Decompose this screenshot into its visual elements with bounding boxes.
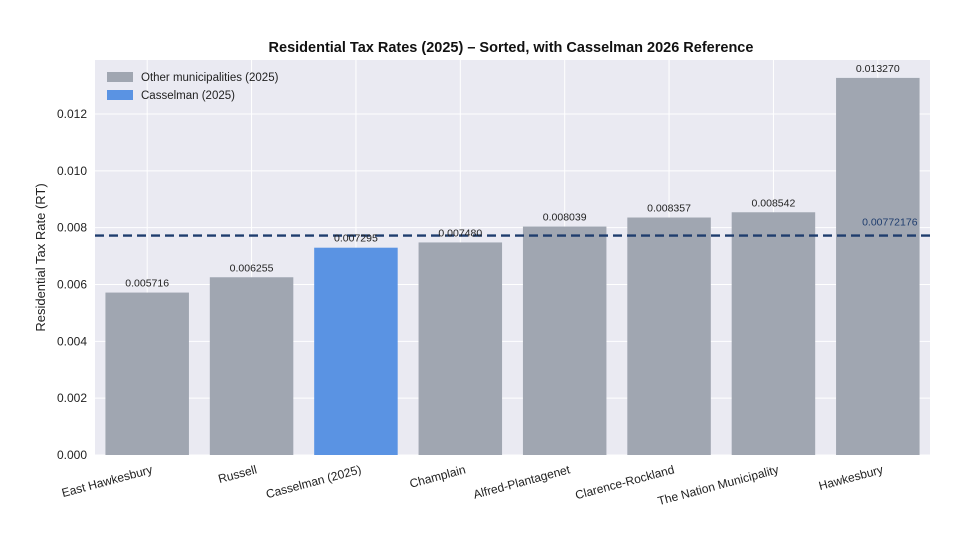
- bar-value-label: 0.013270: [856, 63, 900, 75]
- y-tick-label: 0.000: [57, 448, 87, 462]
- value-labels: 0.005716 0.006255 0.007295 0.007480 0.008039…: [125, 63, 900, 290]
- y-axis-ticks: 0.000 0.002 0.004 0.006 0.008 0.010 0.012: [57, 107, 87, 462]
- x-tick-label: Champlain: [408, 462, 467, 490]
- x-axis-labels: East Hawkesbury Russell Casselman (2025) Ch…: [60, 462, 884, 508]
- legend-swatch: [107, 90, 133, 100]
- bar: [314, 247, 398, 455]
- x-tick-label: East Hawkesbury: [60, 462, 154, 500]
- chart-title: Residential Tax Rates (2025) – Sorted, w…: [269, 40, 754, 56]
- y-tick-label: 0.002: [57, 391, 87, 405]
- reference-line-label: 0.00772176: [862, 217, 918, 229]
- bar: [627, 217, 711, 455]
- legend-swatch: [107, 72, 133, 82]
- legend: Other municipalities (2025) Casselman (20…: [107, 72, 279, 102]
- y-tick-label: 0.004: [57, 334, 87, 348]
- y-tick-label: 0.010: [57, 164, 87, 178]
- x-tick-label: Alfred-Plantagenet: [472, 462, 572, 501]
- y-tick-label: 0.006: [57, 277, 87, 291]
- legend-label: Other municipalities (2025): [141, 72, 279, 84]
- bar-value-label: 0.005716: [125, 278, 169, 290]
- y-tick-label: 0.008: [57, 221, 87, 235]
- bar-value-label: 0.007480: [438, 227, 482, 239]
- bar-value-label: 0.008542: [752, 197, 796, 209]
- x-tick-label: Casselman (2025): [264, 462, 362, 501]
- x-tick-label: Hawkesbury: [817, 462, 884, 493]
- bar: [105, 292, 189, 455]
- reference-line-group: 0.00772176: [95, 217, 930, 237]
- bar: [209, 277, 294, 455]
- bar-value-label: 0.006255: [230, 262, 274, 274]
- bar: [836, 77, 920, 455]
- y-axis-title: Residential Tax Rate (RT): [33, 183, 48, 331]
- bar-value-label: 0.008357: [647, 203, 691, 215]
- y-tick-label: 0.012: [57, 107, 87, 121]
- x-tick-label: The Nation Municipality: [656, 462, 780, 508]
- bar: [731, 212, 816, 455]
- bar: [418, 242, 503, 455]
- bar-value-label: 0.008039: [543, 212, 587, 224]
- bar-value-label: 0.007295: [334, 233, 378, 245]
- bars: [105, 77, 920, 455]
- x-tick-label: Russell: [217, 462, 259, 486]
- legend-label: Casselman (2025): [141, 90, 235, 102]
- bar: [522, 226, 607, 455]
